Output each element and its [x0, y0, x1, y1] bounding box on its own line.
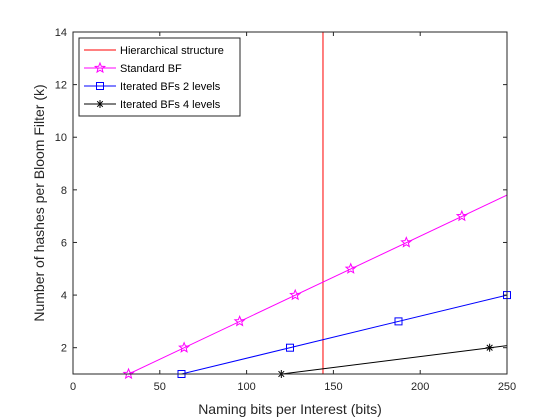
- data-point-standard-bf: [400, 236, 413, 248]
- y-tick-label: 8: [61, 185, 67, 197]
- y-tick-label: 10: [55, 132, 67, 144]
- series-line-standard-bf: [127, 194, 507, 374]
- x-tick-label: 50: [154, 381, 166, 393]
- y-tick-label: 4: [61, 290, 67, 302]
- x-tick-label: 0: [70, 381, 76, 393]
- legend-marker-standard-bf: [93, 61, 107, 74]
- legend-label-iterated-bfs-4-levels: Iterated BFs 4 levels: [120, 99, 221, 111]
- y-tick-label: 6: [61, 237, 67, 249]
- data-point-iterated-bfs-2-levels: [286, 343, 294, 352]
- plot-frame: [72, 31, 508, 375]
- legend: Hierarchical structure Standard BF Iterate…: [78, 37, 241, 117]
- data-point-standard-bf: [344, 262, 357, 274]
- series-line-iterated-bfs-4-levels: [277, 345, 507, 374]
- legend-box: [78, 37, 241, 117]
- data-point-iterated-bfs-4-levels: [485, 343, 494, 352]
- x-tick-label: 100: [237, 381, 255, 393]
- legend-marker-iterated-bfs-4-levels: [96, 100, 104, 108]
- data-point-standard-bf: [289, 288, 302, 301]
- y-tick-label: 2: [61, 343, 67, 355]
- legend-marker-iterated-bfs-2-levels: [96, 82, 104, 90]
- legend-label-iterated-bfs-2-levels: Iterated BFs 2 levels: [120, 81, 221, 93]
- series-line-iterated-bfs-2-levels: [179, 294, 507, 374]
- legend-label-standard-bf: Standard BF: [120, 63, 182, 75]
- y-axis-label: Number of hashes per Bloom Filter (k): [31, 84, 47, 321]
- x-tick-label: 200: [411, 381, 429, 393]
- data-point-standard-bf: [122, 367, 135, 380]
- y-tick-label: 12: [55, 80, 67, 92]
- data-point-standard-bf: [455, 209, 468, 222]
- x-tick-label: 250: [498, 381, 516, 393]
- data-point-standard-bf: [233, 315, 246, 327]
- x-tick-label: 150: [324, 381, 342, 393]
- y-tick-label: 14: [55, 27, 67, 39]
- x-axis-label: Naming bits per Interest (bits): [198, 401, 382, 417]
- legend-label-hierarchical-structure: Hierarchical structure: [120, 45, 224, 57]
- data-point-iterated-bfs-2-levels: [394, 317, 403, 326]
- data-point-standard-bf: [178, 341, 191, 353]
